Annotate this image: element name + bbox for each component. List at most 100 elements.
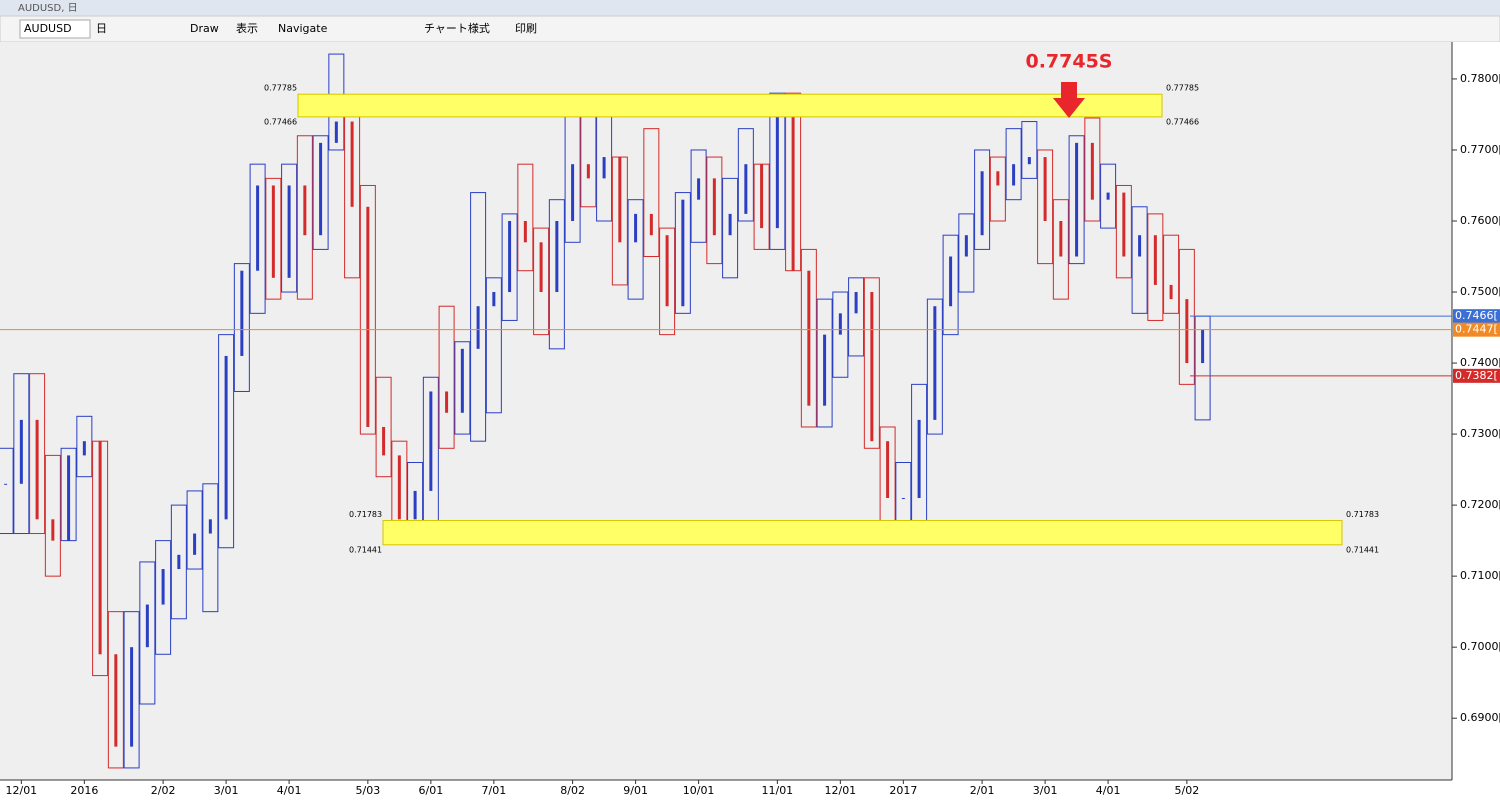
range-box [202,483,219,613]
candle-body [508,220,512,293]
candle-body [4,483,8,485]
candle-body [19,419,23,484]
range-box [0,447,14,535]
candle-body [366,206,370,427]
x-tick-label: 10/01 [683,784,715,797]
zone-label: 0.71783 [349,510,382,519]
candle-body [1090,142,1094,200]
candle-body [949,256,953,307]
toolbar-button[interactable]: 表示 [236,21,258,35]
candle-body [51,519,55,541]
candle-body [35,419,39,520]
candle-body [287,185,291,278]
range-box [722,177,739,279]
candle-body [1012,164,1016,186]
range-box [816,298,833,428]
candle-body [760,164,764,229]
zone-label: 0.71441 [1346,545,1379,554]
candle-body [901,498,905,500]
candle-body [571,164,575,221]
range-box [1084,117,1101,222]
plot [0,53,1211,769]
annotation-arrow [1053,82,1085,119]
candle-body [271,185,275,278]
range-box [485,277,502,414]
candle-body [161,569,165,605]
candle-body [775,114,779,229]
range-box [926,298,943,435]
range-box [155,540,172,655]
range-box [659,227,676,336]
range-box [501,213,518,321]
candle-body [980,171,984,236]
candle-body [1185,299,1189,364]
range-box [438,305,455,449]
price-tag [1453,309,1500,324]
candle-body [886,441,890,499]
candle-body [1027,157,1031,165]
toolbar-button[interactable]: 印刷 [515,22,537,35]
zone-label: 0.71441 [349,545,382,554]
toolbar-button[interactable]: Navigate [278,22,328,35]
range-box [706,156,723,265]
candle-body [697,178,701,200]
range-box [170,504,187,620]
range-box [281,163,298,293]
x-tick-label: 7/01 [481,784,506,797]
price-tag-label: 0.7382[ [1455,369,1498,382]
zone-label: 0.71783 [1346,510,1379,519]
candle-body [114,654,118,747]
period[interactable]: 日 [96,22,107,35]
range-box [863,277,880,449]
y-tick-label: 0.7400[0 [1460,356,1500,369]
x-tick-label: 5/02 [1174,784,1199,797]
y-tick-label: 0.7500[0 [1460,285,1500,298]
candle-body [82,441,86,456]
y-tick-label: 0.7100[0 [1460,569,1500,582]
candle-body [350,121,354,207]
x-tick-label: 12/01 [5,784,37,797]
candle-body [917,419,921,499]
candle-body [1169,284,1173,300]
candle-body [382,426,386,456]
range-box [1115,184,1132,279]
zone-label: 0.77466 [1166,117,1199,126]
symbol-select[interactable] [19,19,91,39]
range-box [123,611,140,769]
candle-body [319,142,323,236]
candle-body [964,235,968,257]
candle-body [492,292,496,307]
range-box [958,213,975,293]
toolbar-button[interactable]: Draw [190,22,219,35]
range-box [1178,248,1195,385]
x-tick-label: 4/01 [277,784,302,797]
range-box [454,341,471,435]
y-tick-label: 0.7000[0 [1460,640,1500,653]
range-box [375,376,392,478]
zone-label: 0.77785 [264,84,297,93]
toolbar-button[interactable]: チャート様式 [424,21,490,35]
x-tick-label: 2/01 [970,784,995,797]
candle-body [240,270,244,356]
candle-body [1122,192,1126,257]
x-tick-label: 3/01 [214,784,239,797]
candle-body [712,178,716,236]
candle-body [98,441,102,655]
range-box [533,227,550,336]
x-tick-label: 2/02 [151,784,176,797]
candle-body [618,157,622,243]
candle-body [334,121,338,143]
candle-body [476,306,480,349]
x-tick-label: 2016 [70,784,98,797]
candle-body [130,647,134,747]
range-box [1021,121,1038,179]
candle-body [1075,142,1079,257]
range-box [312,135,329,250]
symbol: AUDUSD [24,22,72,35]
range-box [769,92,786,250]
candle-body [838,313,842,335]
range-box [942,234,959,336]
annotation: 0.7745S [1025,51,1112,73]
x-tick-label: 11/01 [761,784,793,797]
candle-body [823,334,827,406]
